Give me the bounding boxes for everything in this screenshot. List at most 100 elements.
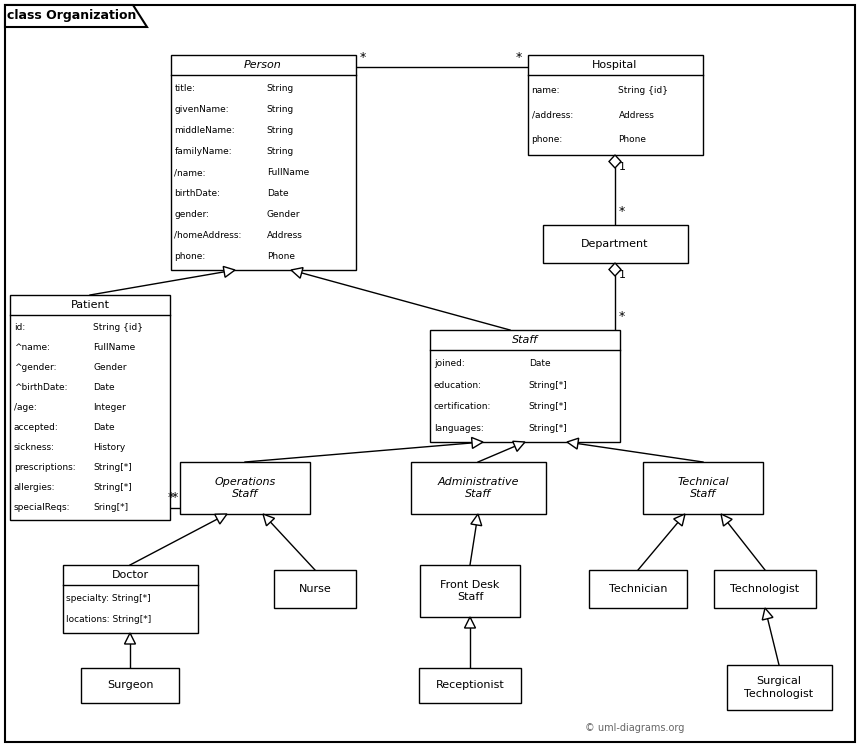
Text: Department: Department (581, 239, 648, 249)
Bar (643, 462, 763, 514)
Text: Technologist: Technologist (730, 584, 800, 594)
Text: Technical
Staff: Technical Staff (677, 477, 728, 499)
Text: title:: title: (175, 84, 195, 93)
Bar (543, 225, 687, 263)
Bar (419, 668, 521, 703)
Text: /name:: /name: (175, 168, 206, 177)
Text: ^name:: ^name: (14, 344, 50, 353)
Bar (410, 462, 545, 514)
Text: 1: 1 (619, 270, 626, 280)
Bar (10, 295, 170, 520)
Text: Gender: Gender (267, 210, 300, 219)
Polygon shape (673, 514, 685, 526)
Text: String[*]: String[*] (529, 402, 568, 411)
Text: *: * (359, 51, 365, 64)
Bar (63, 565, 198, 633)
Text: Nurse: Nurse (298, 584, 331, 594)
Text: String {id}: String {id} (93, 323, 144, 332)
Text: accepted:: accepted: (14, 423, 58, 432)
Text: Administrative
Staff: Administrative Staff (437, 477, 519, 499)
Text: Address: Address (267, 231, 303, 240)
Text: Phone: Phone (618, 134, 647, 143)
Bar (81, 668, 179, 703)
Text: name:: name: (531, 86, 560, 96)
Text: Sring[*]: Sring[*] (93, 503, 128, 512)
Text: © uml-diagrams.org: © uml-diagrams.org (586, 723, 685, 733)
Polygon shape (471, 438, 483, 448)
Text: Receptionist: Receptionist (436, 681, 504, 690)
Text: *: * (172, 491, 178, 504)
Text: String {id}: String {id} (618, 86, 668, 96)
Polygon shape (762, 608, 773, 620)
Text: Gender: Gender (93, 363, 126, 372)
Bar (420, 565, 520, 617)
Text: Date: Date (93, 383, 115, 392)
Text: String: String (267, 105, 294, 114)
Text: String: String (267, 147, 294, 156)
Text: Address: Address (618, 111, 654, 120)
Text: 1: 1 (619, 162, 626, 172)
Text: phone:: phone: (175, 252, 206, 261)
Text: familyName:: familyName: (175, 147, 232, 156)
Text: gender:: gender: (175, 210, 210, 219)
Text: FullName: FullName (267, 168, 309, 177)
Text: ^gender:: ^gender: (14, 363, 57, 372)
Text: Front Desk
Staff: Front Desk Staff (440, 580, 500, 602)
Bar (727, 665, 832, 710)
Polygon shape (609, 155, 621, 168)
Text: Surgeon: Surgeon (107, 681, 153, 690)
Polygon shape (291, 267, 303, 278)
Polygon shape (609, 263, 621, 276)
Text: String: String (267, 126, 294, 135)
Text: String[*]: String[*] (529, 381, 568, 390)
Text: *: * (168, 491, 175, 504)
Text: /homeAddress:: /homeAddress: (175, 231, 242, 240)
Text: Surgical
Technologist: Surgical Technologist (745, 676, 814, 698)
Text: *: * (515, 51, 522, 64)
Text: Date: Date (529, 359, 550, 368)
Text: sickness:: sickness: (14, 443, 55, 452)
Text: History: History (93, 443, 126, 452)
Polygon shape (215, 514, 227, 524)
Text: specialty: String[*]: specialty: String[*] (66, 594, 151, 603)
Text: Date: Date (267, 189, 288, 198)
Bar (714, 570, 816, 608)
Polygon shape (125, 633, 136, 644)
Bar (430, 330, 620, 442)
Text: Operations
Staff: Operations Staff (214, 477, 275, 499)
Text: joined:: joined: (434, 359, 464, 368)
Text: phone:: phone: (531, 134, 562, 143)
Text: givenName:: givenName: (175, 105, 229, 114)
Text: education:: education: (434, 381, 482, 390)
Text: String: String (267, 84, 294, 93)
Bar (170, 55, 355, 270)
Bar (180, 462, 310, 514)
Text: class Organization: class Organization (8, 10, 137, 22)
Text: String[*]: String[*] (529, 424, 568, 433)
Polygon shape (5, 5, 147, 27)
Text: allergies:: allergies: (14, 483, 56, 492)
Text: /age:: /age: (14, 403, 37, 412)
Text: Hospital: Hospital (593, 60, 637, 70)
Text: ^birthDate:: ^birthDate: (14, 383, 67, 392)
Text: locations: String[*]: locations: String[*] (66, 615, 151, 624)
Text: specialReqs:: specialReqs: (14, 503, 71, 512)
Bar (274, 570, 356, 608)
Text: languages:: languages: (434, 424, 483, 433)
Text: *: * (619, 310, 625, 323)
Text: Person: Person (244, 60, 282, 70)
Polygon shape (263, 514, 274, 526)
Bar (589, 570, 687, 608)
Bar (527, 55, 703, 155)
Text: *: * (619, 205, 625, 218)
Polygon shape (471, 514, 482, 526)
Text: String[*]: String[*] (93, 462, 132, 472)
Text: Date: Date (93, 423, 115, 432)
Text: FullName: FullName (93, 344, 135, 353)
Text: certification:: certification: (434, 402, 491, 411)
Text: id:: id: (14, 323, 25, 332)
Text: Phone: Phone (267, 252, 295, 261)
Text: birthDate:: birthDate: (175, 189, 220, 198)
Polygon shape (567, 438, 579, 449)
Text: Technician: Technician (609, 584, 667, 594)
